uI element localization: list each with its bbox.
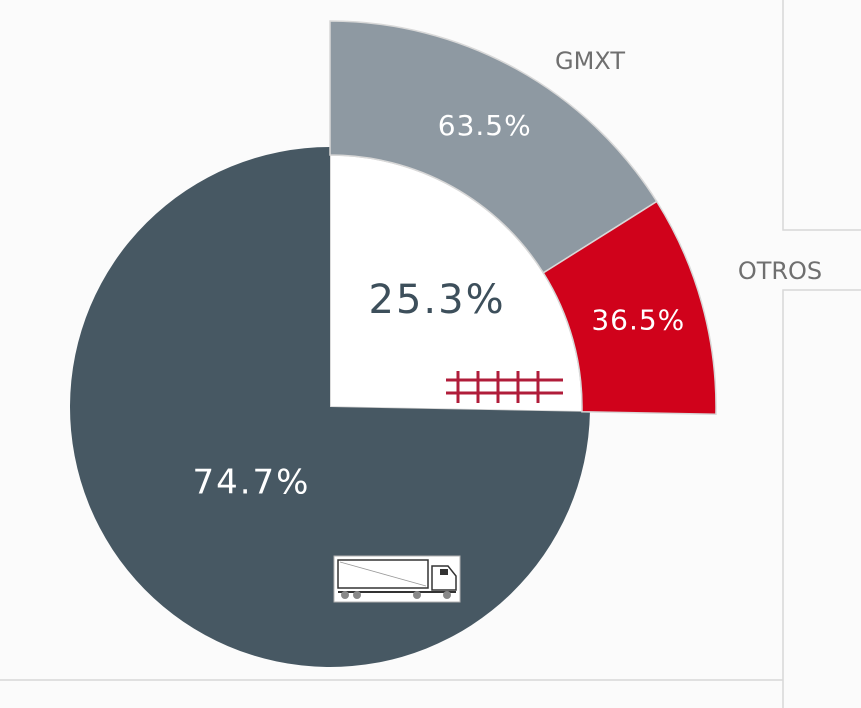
truck-icon — [333, 555, 461, 603]
value-label: 25.3% — [369, 277, 506, 323]
pie — [70, 20, 717, 667]
value-label: 74.7% — [192, 463, 310, 503]
rail-icon — [446, 371, 563, 403]
value-label: 63.5% — [438, 109, 532, 142]
value-label: 36.5% — [591, 303, 685, 336]
pie-slice — [70, 147, 590, 667]
ring-segment — [542, 200, 717, 416]
category-label: GMXT — [555, 47, 625, 75]
category-label: OTROS — [738, 257, 822, 285]
